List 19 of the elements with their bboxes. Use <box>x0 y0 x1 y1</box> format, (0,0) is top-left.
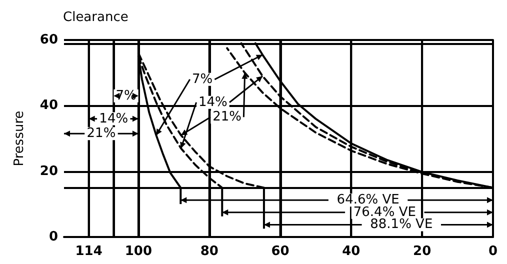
annotation: 7% <box>192 72 213 87</box>
y-tick-label: 60 <box>40 32 58 48</box>
y-tick-label: 20 <box>40 164 58 179</box>
x-tick-label: 40 <box>342 244 360 259</box>
x-tick-label: 80 <box>200 244 218 259</box>
annotation: 14% <box>99 111 128 126</box>
chart-title: Clearance <box>63 10 128 25</box>
y-tick-label: 40 <box>40 98 58 114</box>
y-axis-title: Pressure <box>12 110 27 166</box>
y-tick-label: 0 <box>48 230 58 244</box>
x-tick-label: 114 <box>75 244 102 259</box>
annotation: 88.1% VE <box>370 217 433 232</box>
annotation: 21% <box>212 110 242 125</box>
x-tick-label: 20 <box>413 244 432 259</box>
x-tick-label: 60 <box>271 244 290 259</box>
annotation: 14% <box>198 94 228 110</box>
x-tick-label: 100 <box>124 244 152 259</box>
annotation: 21% <box>86 126 116 142</box>
x-tick-label: 0 <box>488 244 498 259</box>
